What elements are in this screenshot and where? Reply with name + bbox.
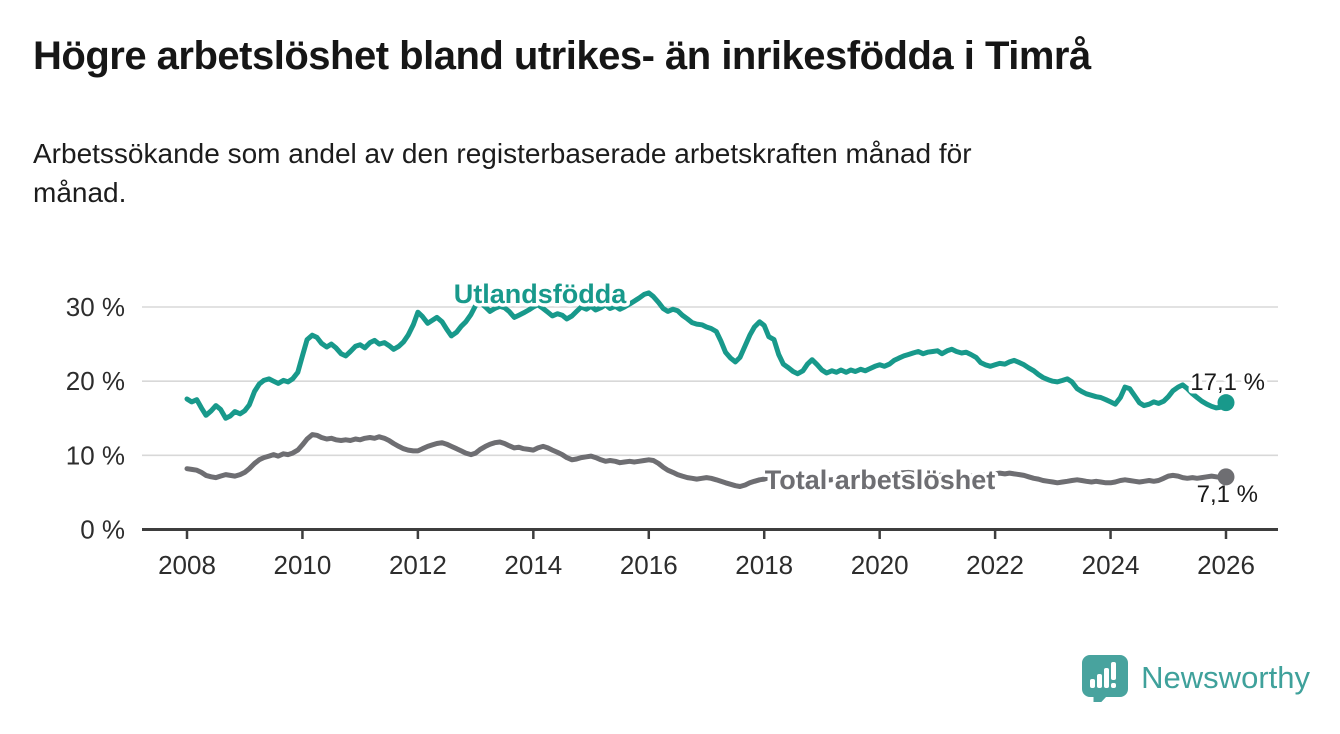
series-line-utlandsfodda: [184, 290, 1229, 421]
unemployment-line-chart: 2008 2010 2012 2014 2016 2018 2020 2022 2024 2026…: [66, 276, 1278, 580]
bar-medium: [1097, 674, 1103, 688]
x-axis-tick-label: 2026: [1197, 550, 1255, 580]
y-axis-tick-label: 20 %: [66, 366, 125, 396]
series-line-total-arbetsloshet: [184, 432, 1229, 489]
y-axis-tick-label: 10 %: [66, 440, 125, 470]
end-value-label: 17,1 %: [1190, 369, 1265, 396]
series-label-utlandsfodda: Utlandsfödda: [454, 279, 627, 309]
x-axis-tick-label: 2010: [274, 550, 332, 580]
chart-subtitle-line-2: månad.: [33, 177, 127, 208]
series-end-dot: [1217, 394, 1235, 412]
x-axis-tick-label: 2016: [620, 550, 678, 580]
bar-short: [1090, 679, 1096, 688]
series-end-dot: [1217, 468, 1235, 486]
x-axis-tick-label: 2012: [389, 550, 447, 580]
y-axis-tick-label: 0 %: [80, 515, 125, 545]
x-axis-tick-label: 2014: [504, 550, 562, 580]
x-axis-tick-label: 2022: [966, 550, 1024, 580]
chart-subtitle: Arbetssökande som andel av den registerb…: [33, 134, 972, 212]
brand-name: Newsworthy: [1141, 660, 1310, 695]
bar-tall: [1104, 668, 1110, 688]
newsworthy-logo-icon: [1082, 655, 1129, 702]
x-axis-tick-label: 2008: [158, 550, 216, 580]
brand-footer: Newsworthy: [1081, 654, 1310, 702]
x-axis-tick-label: 2020: [851, 550, 909, 580]
y-axis-tick-label: 30 %: [66, 292, 125, 322]
exclamation-dot: [1111, 683, 1117, 688]
x-axis-tick-label: 2018: [735, 550, 793, 580]
series-label-total-arbetsloshet: Total arbetslöshet: [765, 465, 996, 495]
chart-subtitle-line-1: Arbetssökande som andel av den registerb…: [33, 138, 972, 169]
page-title: Högre arbetslöshet bland utrikes- än inr…: [33, 34, 1091, 78]
x-axis-tick-label: 2024: [1082, 550, 1140, 580]
exclamation-bar: [1111, 662, 1117, 680]
